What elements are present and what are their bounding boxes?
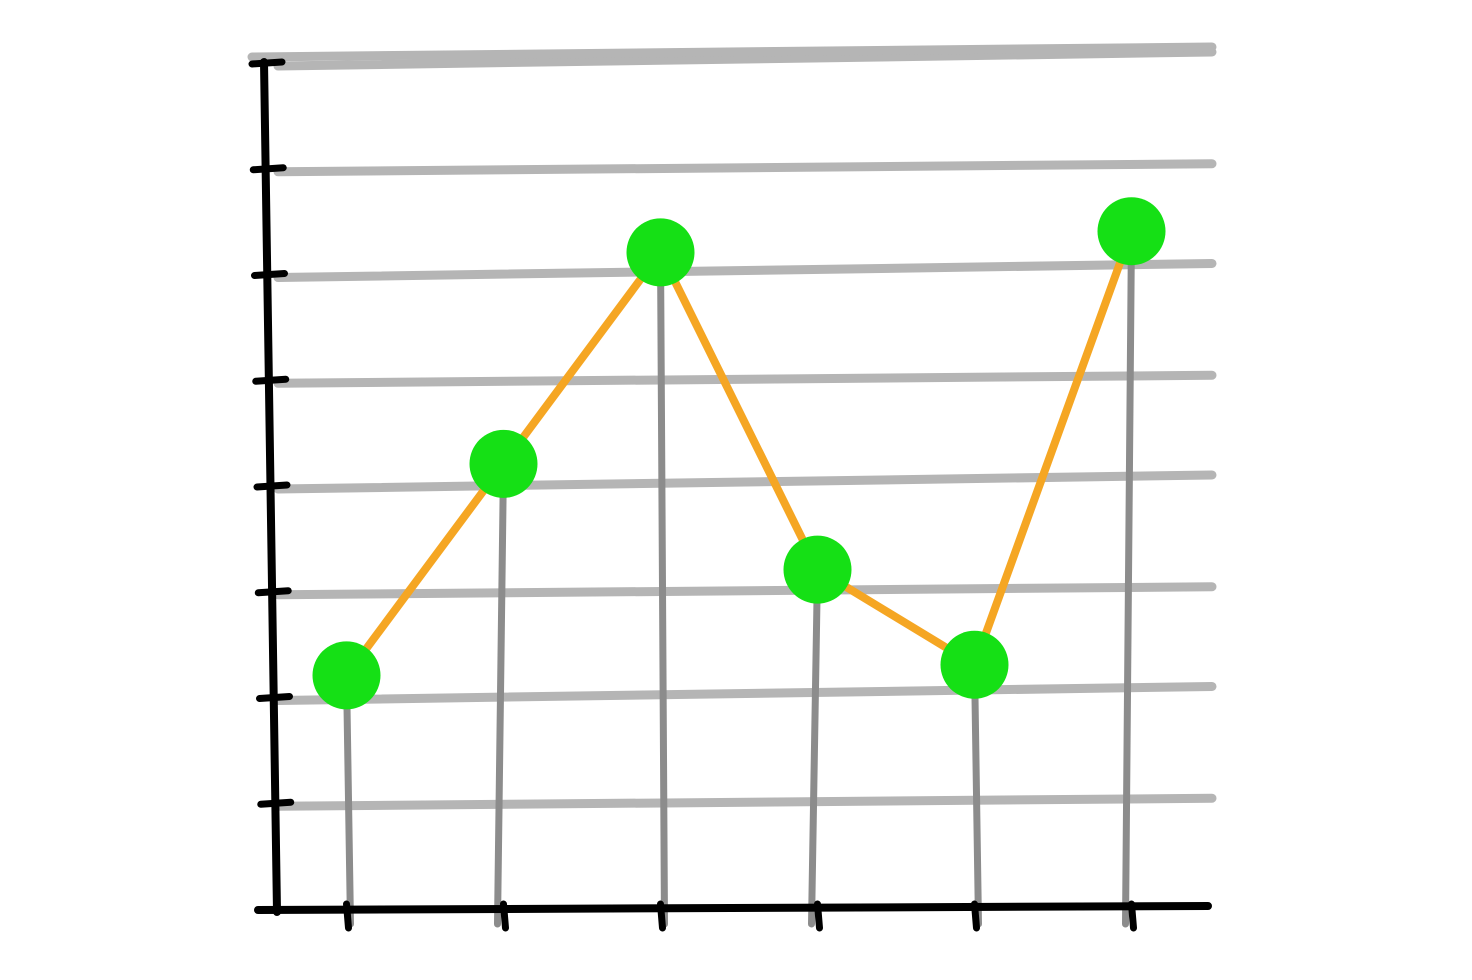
x-tick <box>814 900 823 932</box>
drop-line <box>494 460 507 928</box>
axes <box>248 58 1212 932</box>
series-polyline <box>342 227 1136 680</box>
gridline <box>273 370 1217 388</box>
data-point <box>783 535 852 604</box>
gridline <box>273 793 1217 811</box>
data-point <box>940 630 1009 699</box>
x-axis <box>254 902 1212 914</box>
x-tick <box>971 900 980 932</box>
y-tick <box>254 587 292 597</box>
drop-line <box>657 248 668 928</box>
data-points <box>312 197 1166 710</box>
gridline <box>273 470 1217 494</box>
drop-line <box>343 671 354 928</box>
x-tick <box>1128 900 1137 932</box>
data-point <box>469 429 538 498</box>
y-tick <box>249 164 287 174</box>
y-tick <box>257 798 295 808</box>
drop-line <box>971 661 982 928</box>
data-point <box>312 641 381 710</box>
gridline <box>273 159 1217 177</box>
gridline <box>273 259 1217 282</box>
drop-line <box>808 566 821 928</box>
drop-lines <box>343 227 1135 928</box>
x-tick <box>657 900 666 932</box>
gridlines <box>247 42 1217 811</box>
gridline <box>273 682 1217 705</box>
y-tick <box>252 375 290 385</box>
x-tick <box>500 900 509 932</box>
y-tick <box>253 481 291 491</box>
gridline <box>247 42 1217 62</box>
y-tick <box>251 270 288 279</box>
gridline <box>273 582 1217 600</box>
series-line <box>342 227 1136 680</box>
x-tick <box>343 900 352 932</box>
gridline <box>273 47 1217 71</box>
y-tick <box>256 693 293 702</box>
y-tick <box>248 58 286 68</box>
data-point <box>1097 197 1166 266</box>
drop-line <box>1122 227 1135 928</box>
data-point <box>626 218 695 287</box>
